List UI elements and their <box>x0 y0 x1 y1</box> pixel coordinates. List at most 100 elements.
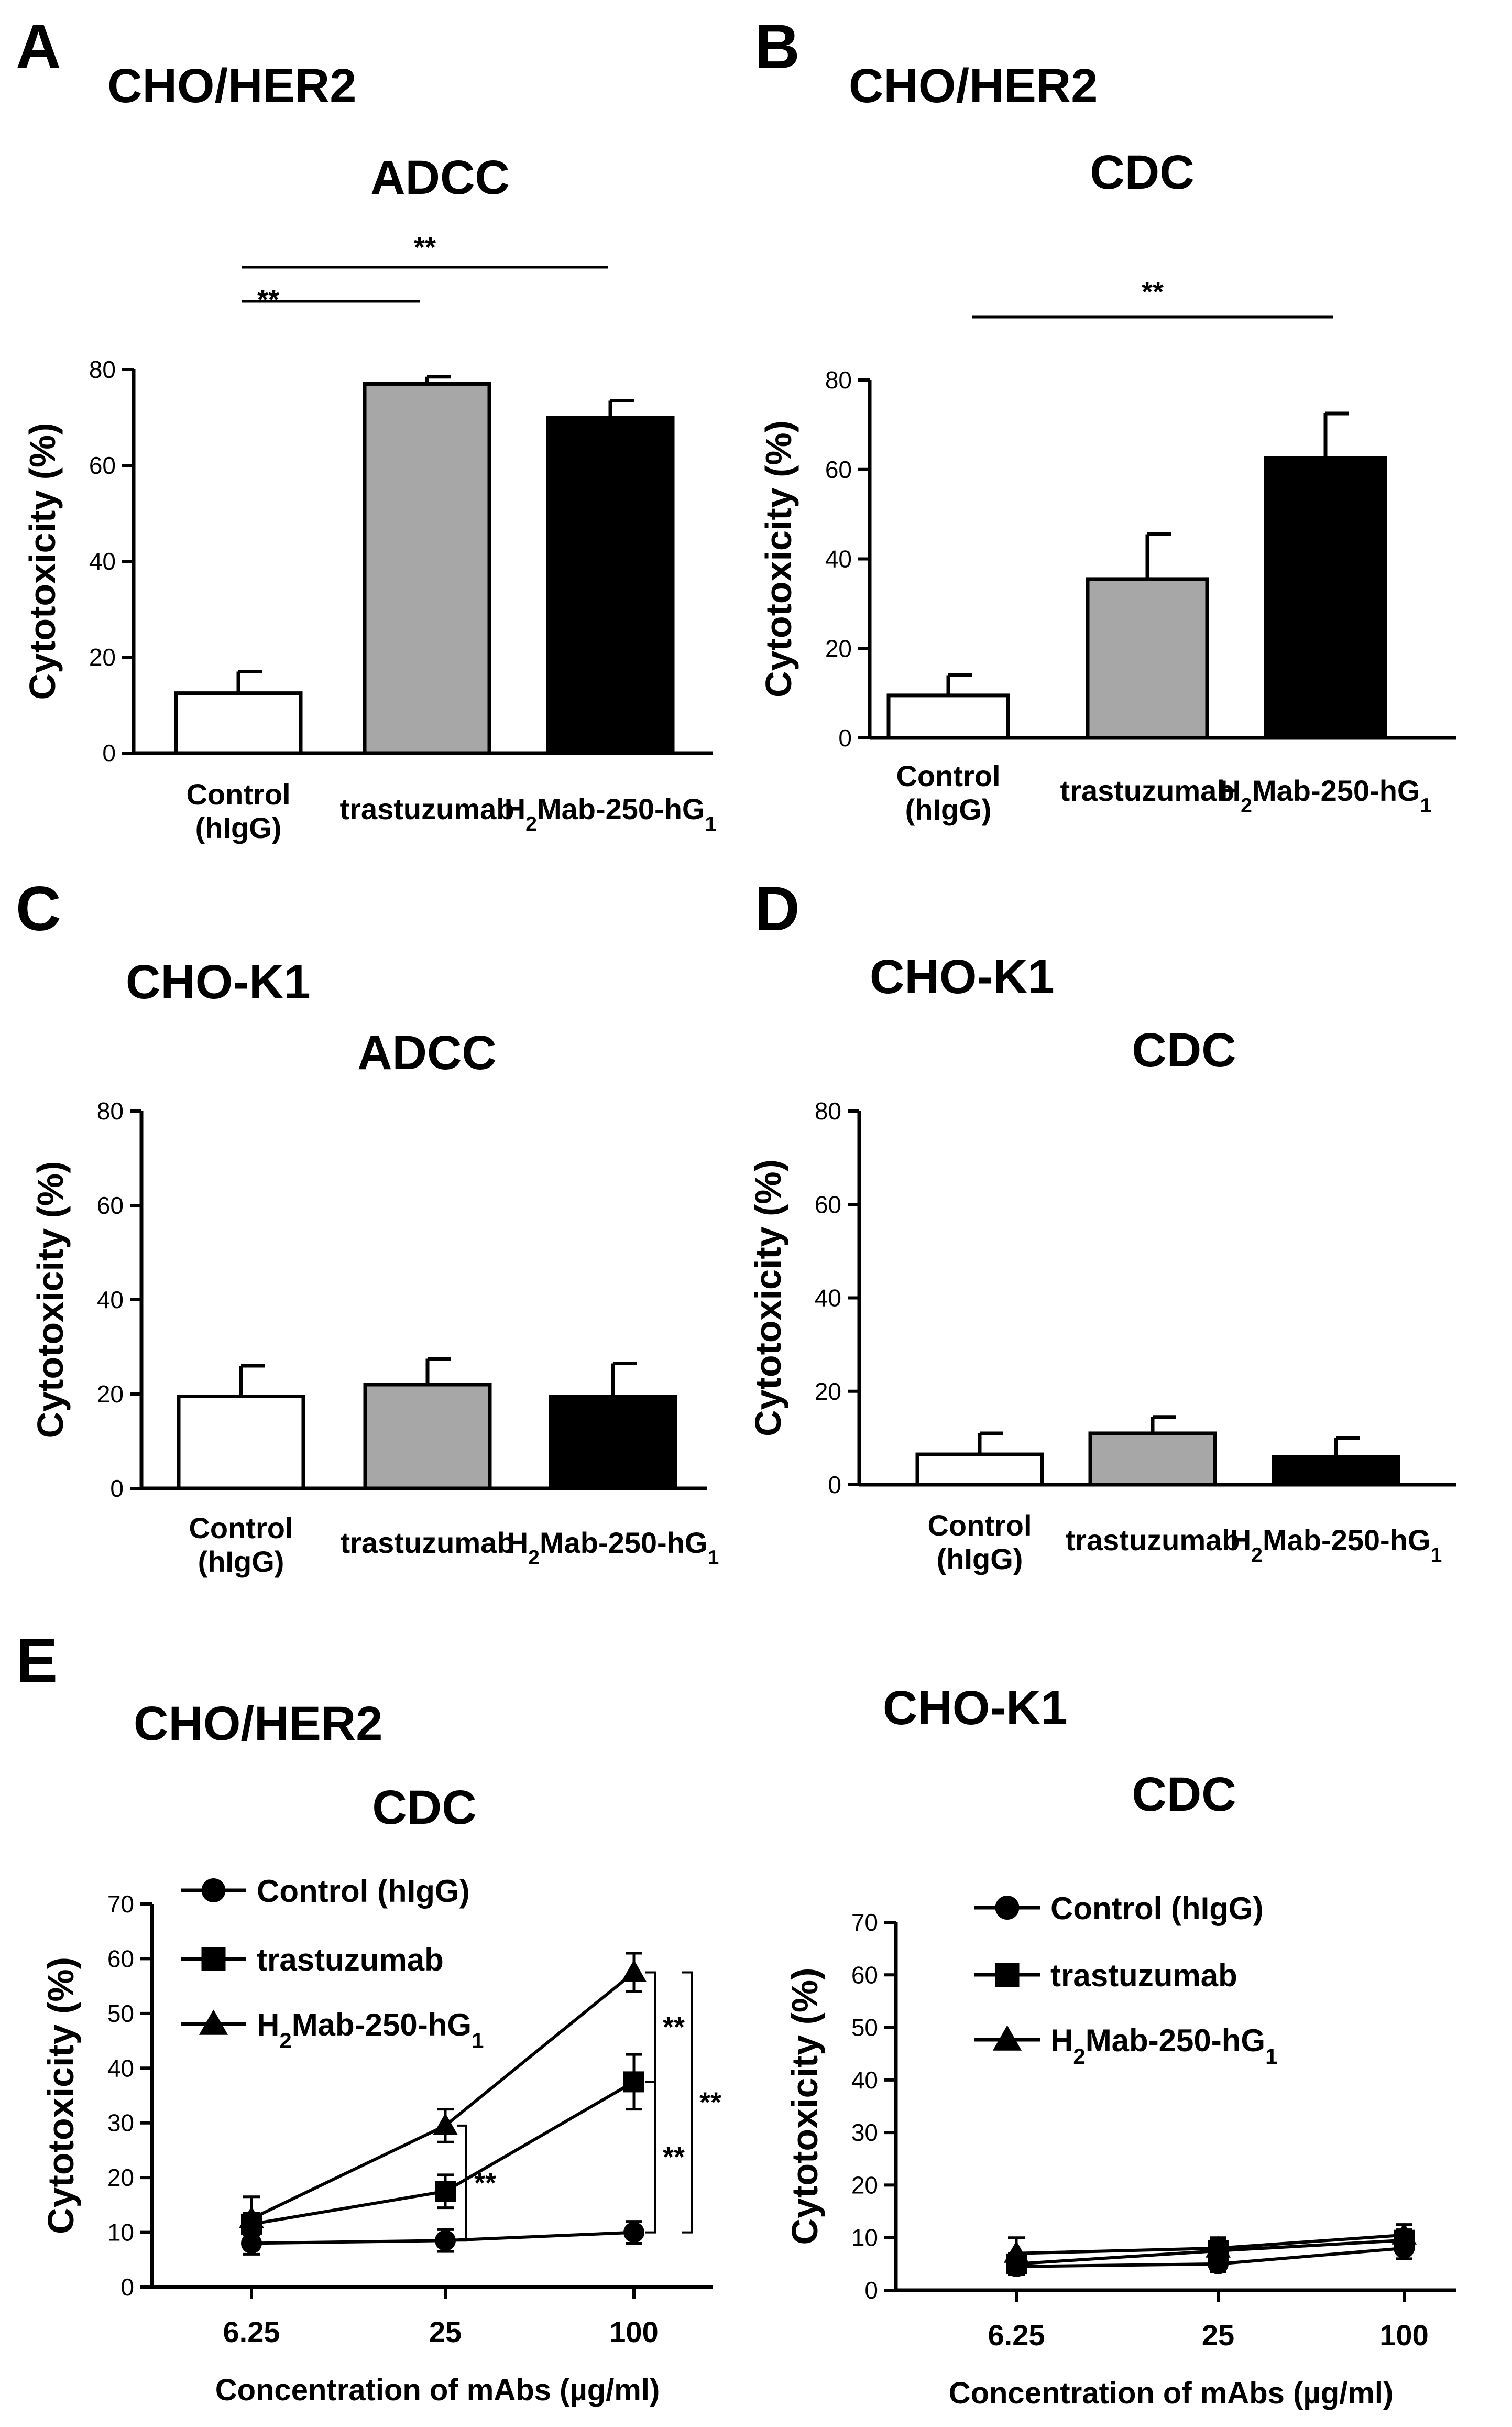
y-tick-label: 40 <box>851 2066 878 2094</box>
marker-triangle <box>1392 2222 1417 2245</box>
chart-title: CDC <box>1090 146 1194 199</box>
bar <box>1086 577 1209 740</box>
category-label: Control (hIgG) <box>896 759 1000 826</box>
significance-label: ** <box>699 2087 721 2118</box>
bar <box>177 1395 305 1490</box>
y-tick-label: 10 <box>851 2224 878 2251</box>
bar <box>1088 1431 1217 1487</box>
marker-triangle <box>239 2206 264 2228</box>
marker-triangle <box>1206 2235 1231 2258</box>
y-tick-label: 40 <box>815 1285 841 1312</box>
category-label: H2Mab-250-hG1 <box>1220 774 1432 817</box>
series-line <box>251 2080 635 2226</box>
y-tick-label: 70 <box>851 1909 878 1936</box>
y-tick-label: 80 <box>89 356 116 383</box>
legend-label: Control (hIgG) <box>1050 1891 1264 1926</box>
significance-label: ** <box>414 232 436 263</box>
y-axis-label: Cytotoxicity (%) <box>748 1159 788 1436</box>
legend-label: Control (hIgG) <box>257 1874 470 1909</box>
y-tick-label: 80 <box>815 1097 841 1125</box>
panel-label: E <box>16 1626 58 1696</box>
cell-line-title: CHO/HER2 <box>849 59 1098 113</box>
y-tick-label: 60 <box>107 1945 134 1972</box>
cell-line-title: CHO/HER2 <box>107 59 356 113</box>
y-tick-label: 40 <box>97 1286 124 1313</box>
legend-label: trastuzumab <box>1050 1958 1237 1993</box>
y-tick-label: 60 <box>851 1961 878 1988</box>
significance-bracket <box>457 2124 467 2242</box>
marker-triangle <box>992 2025 1022 2051</box>
y-tick-label: 0 <box>838 724 852 752</box>
y-tick-label: 0 <box>120 2273 134 2301</box>
panel-E1: E CHO/HER2 CDC 0 10 20 30 40 50 60 70 Cytotoxicity … <box>16 1626 721 2407</box>
bar <box>363 382 491 755</box>
y-axis-label: Cytotoxicity (%) <box>30 1161 71 1439</box>
chart-title: ADCC <box>370 151 510 204</box>
y-tick-label: 20 <box>851 2171 878 2199</box>
category-label: trastuzumab <box>1066 1523 1240 1557</box>
significance-bracket <box>645 1971 656 2083</box>
marker-triangle <box>621 1960 647 1982</box>
y-tick-label: 80 <box>825 366 852 394</box>
category-label: H2Mab-250-hG1 <box>507 1526 719 1569</box>
y-axis-label: Cytotoxicity (%) <box>22 423 63 700</box>
marker-square <box>623 2071 644 2093</box>
y-tick-label: 60 <box>815 1191 841 1218</box>
bar <box>915 1452 1044 1487</box>
marker-square <box>201 1947 226 1971</box>
panel-C: C CHO-K1 ADCC 0 20 40 60 80 Cytotoxicity (%) Cont… <box>16 874 719 1578</box>
y-tick-label: 10 <box>107 2219 134 2246</box>
category-label: Control (hIgG) <box>189 1511 293 1578</box>
panel-B: B CHO/HER2 CDC 0 20 40 60 80 Cytotoxicity (%) Con… <box>754 12 1456 826</box>
cell-line-title: CHO-K1 <box>126 955 311 1009</box>
chart-title: ADCC <box>357 1026 497 1080</box>
y-tick-label: 0 <box>102 739 116 767</box>
y-tick-label: 50 <box>107 2000 134 2027</box>
chart-title: CDC <box>1132 1024 1236 1077</box>
marker-circle <box>995 1896 1020 1920</box>
y-tick-label: 60 <box>97 1192 124 1219</box>
cell-line-title: CHO-K1 <box>883 1681 1068 1735</box>
significance-label: ** <box>474 2168 496 2199</box>
category-label: Control (hIgG) <box>186 778 290 844</box>
bar <box>546 416 675 755</box>
cell-line-title: CHO/HER2 <box>134 1697 382 1750</box>
panel-label: C <box>16 874 61 944</box>
panel-E2: CHO-K1 CDC 0 10 20 30 40 50 60 70 Cytotoxicity (%)… <box>784 1681 1456 2410</box>
significance-bracket <box>645 2081 656 2234</box>
y-tick-label: 20 <box>97 1380 124 1408</box>
x-tick-label: 25 <box>429 2315 462 2348</box>
bar <box>549 1395 677 1490</box>
marker-triangle <box>1004 2240 1029 2263</box>
chart-title: CDC <box>372 1781 476 1834</box>
category-label: trastuzumab <box>340 792 514 825</box>
x-tick-label: 100 <box>1379 2319 1428 2352</box>
y-tick-label: 30 <box>851 2119 878 2146</box>
y-axis-label: Cytotoxicity (%) <box>40 1957 81 2234</box>
significance-label: ** <box>257 284 279 315</box>
panel-label: B <box>754 12 800 82</box>
y-tick-label: 20 <box>815 1378 841 1405</box>
cell-line-title: CHO-K1 <box>870 950 1055 1004</box>
marker-triangle <box>433 2113 458 2135</box>
significance-label: ** <box>1142 276 1164 308</box>
legend-label: H2Mab-250-hG1 <box>1050 2023 1277 2069</box>
y-tick-label: 20 <box>825 635 852 662</box>
y-tick-label: 20 <box>89 644 116 671</box>
y-axis-label: Cytotoxicity (%) <box>784 1968 825 2245</box>
y-tick-label: 40 <box>107 2054 134 2082</box>
significance-label: ** <box>663 2011 685 2043</box>
panel-label: D <box>754 874 800 944</box>
bar <box>174 691 303 755</box>
y-tick-label: 0 <box>110 1475 124 1502</box>
category-label: Control (hIgG) <box>927 1509 1032 1575</box>
bar <box>1264 456 1387 740</box>
y-tick-label: 20 <box>107 2164 134 2191</box>
x-tick-label: 6.25 <box>988 2319 1045 2352</box>
marker-square <box>995 1963 1020 1987</box>
legend-label: H2Mab-250-hG1 <box>257 2007 484 2053</box>
x-tick-label: 25 <box>1202 2319 1234 2352</box>
y-tick-label: 0 <box>864 2277 878 2304</box>
category-label: H2Mab-250-hG1 <box>505 792 717 835</box>
